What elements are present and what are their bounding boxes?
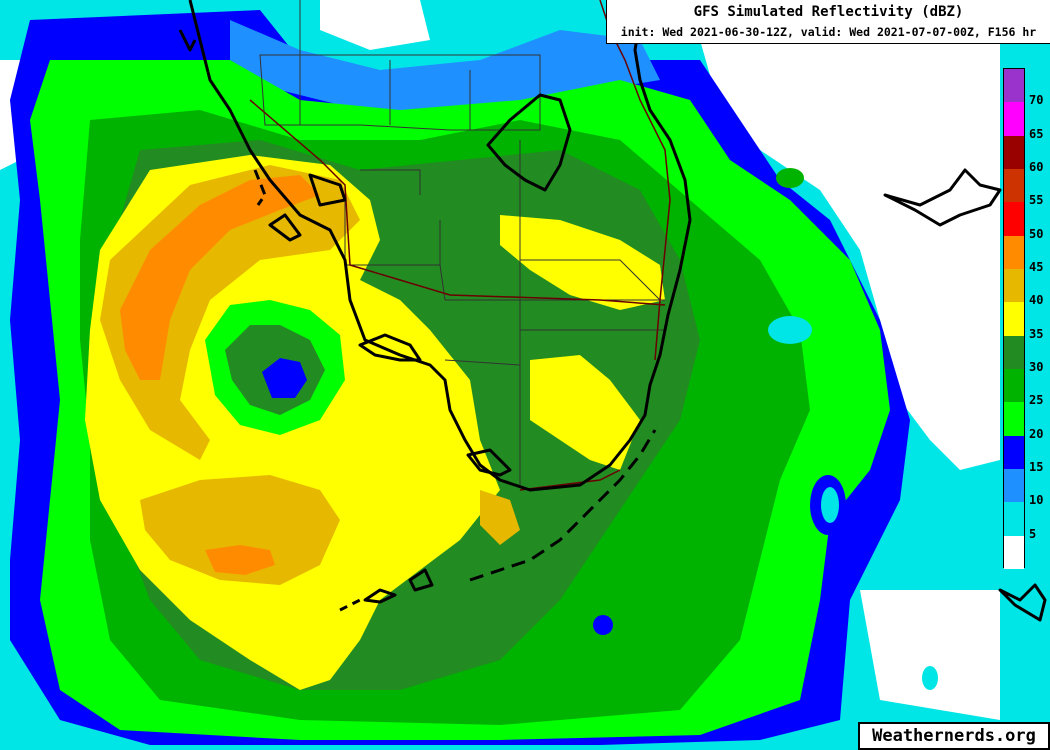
orange-core-south: [205, 545, 275, 575]
blue-cell-2: [593, 615, 613, 635]
legend-swatch-25: [1004, 369, 1024, 403]
legend-label-30: 30: [1029, 360, 1044, 374]
cyan-cell-3: [768, 316, 812, 344]
legend-swatch-10: [1004, 469, 1024, 503]
green-cell-1: [776, 168, 804, 188]
legend-swatch-35: [1004, 302, 1024, 336]
legend-label-35: 35: [1029, 326, 1044, 341]
legend-label-50: 50: [1029, 226, 1044, 241]
yellow-patch-southeast: [530, 355, 640, 470]
legend-swatch-65: [1004, 102, 1024, 136]
legend-swatch-15: [1004, 435, 1024, 469]
legend-label-25: 25: [1029, 393, 1044, 408]
white-region-southeast: [860, 590, 1000, 720]
legend-swatch-45: [1004, 235, 1024, 269]
legend-label-45: 45: [1029, 260, 1044, 274]
map-title-box: GFS Simulated Reflectivity (dBZ) init: W…: [606, 0, 1050, 44]
reflectivity-legend: [1003, 68, 1025, 569]
legend-swatch-none: [1004, 535, 1024, 569]
legend-swatch-60: [1004, 135, 1024, 169]
legend-swatch-70: [1004, 69, 1024, 103]
map-subtitle: init: Wed 2021-06-30-12Z, valid: Wed 202…: [620, 25, 1037, 39]
white-region-north: [320, 0, 430, 50]
lightblue-band: [230, 20, 660, 110]
cyan-cell-1: [821, 487, 839, 523]
legend-label-65: 65: [1029, 126, 1044, 141]
legend-label-5: 5: [1029, 526, 1037, 541]
legend-swatch-5: [1004, 502, 1024, 536]
orange-core-west: [120, 175, 320, 380]
map-title: GFS Simulated Reflectivity (dBZ): [693, 4, 964, 20]
legend-swatch-30: [1004, 335, 1024, 369]
cyan-cell-2: [922, 666, 938, 690]
gold-band-south: [140, 475, 340, 585]
legend-swatch-55: [1004, 169, 1024, 203]
legend-label-10: 10: [1029, 493, 1044, 508]
legend-label-20: 20: [1029, 426, 1044, 441]
credit-watermark: Weathernerds.org: [858, 722, 1050, 750]
legend-label-60: 60: [1029, 160, 1044, 174]
legend-label-15: 15: [1029, 460, 1044, 474]
legend-label-40: 40: [1029, 293, 1044, 308]
legend-swatch-20: [1004, 402, 1024, 436]
legend-swatch-40: [1004, 269, 1024, 303]
legend-label-55: 55: [1029, 193, 1044, 208]
legend-swatch-50: [1004, 202, 1024, 236]
coastline: [178, 0, 1047, 622]
white-region-east: [700, 40, 1000, 470]
blue-eye: [262, 358, 307, 398]
county-boundaries: [259, 0, 665, 485]
yellow-patch-east: [500, 215, 665, 310]
legend-label-70: 70: [1029, 93, 1044, 108]
gold-patch-central: [480, 490, 520, 545]
